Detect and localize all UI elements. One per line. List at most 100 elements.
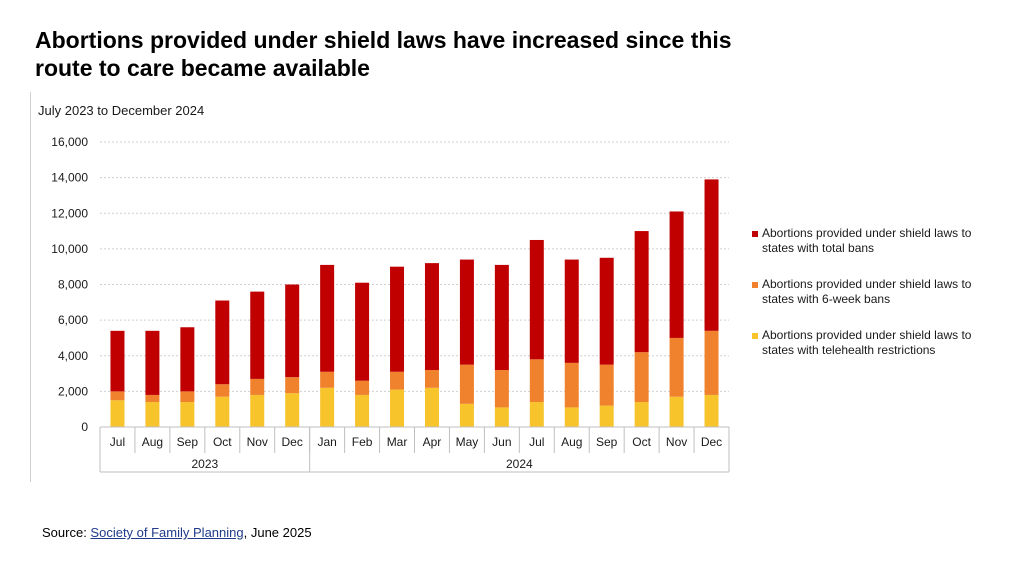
y-tick-label: 12,000 <box>51 206 88 220</box>
x-tick-label: Aug <box>561 435 582 449</box>
legend-swatch-total-bans <box>752 231 758 237</box>
bar-segment-total_bans <box>250 291 265 379</box>
bar-segment-telehealth <box>669 396 684 427</box>
bar-segment-six_week <box>704 330 719 395</box>
bar-segment-telehealth <box>285 393 300 427</box>
legend-label: Abortions provided under shield laws to … <box>762 328 972 357</box>
bar-segment-total_bans <box>424 263 439 370</box>
bar-segment-telehealth <box>564 407 579 427</box>
bar-segment-total_bans <box>215 300 230 385</box>
legend-label: Abortions provided under shield laws to … <box>762 226 972 255</box>
chart-subtitle: July 2023 to December 2024 <box>38 103 205 118</box>
source-note: Source: Society of Family Planning, June… <box>42 525 312 540</box>
x-tick-label: Apr <box>423 435 442 449</box>
chart-panel <box>30 92 751 482</box>
bar-segment-total_bans <box>634 231 649 353</box>
bar-segment-six_week <box>634 352 649 403</box>
year-label: 2023 <box>191 457 218 471</box>
x-tick-label: Oct <box>632 435 651 449</box>
y-tick-label: 2,000 <box>58 384 88 398</box>
x-tick-label: Jan <box>317 435 336 449</box>
bar-segment-telehealth <box>634 402 649 427</box>
legend-item-six-week: Abortions provided under shield laws to … <box>752 277 1002 307</box>
y-tick-label: 6,000 <box>58 313 88 327</box>
bar-segment-six_week <box>494 370 509 408</box>
x-tick-label: Jun <box>492 435 511 449</box>
bar-segment-total_bans <box>320 264 335 372</box>
x-tick-label: Sep <box>596 435 618 449</box>
bar-segment-total_bans <box>529 239 544 360</box>
x-tick-label: Sep <box>177 435 199 449</box>
bar-segment-telehealth <box>355 394 370 427</box>
bar-segment-six_week <box>599 364 614 406</box>
bar-segment-telehealth <box>494 407 509 427</box>
bar-segment-telehealth <box>704 394 719 427</box>
bar-segment-telehealth <box>145 402 160 427</box>
x-tick-label: Dec <box>282 435 303 449</box>
x-tick-label: Mar <box>387 435 408 449</box>
x-tick-label: Feb <box>352 435 373 449</box>
bar-segment-six_week <box>355 380 370 395</box>
bar-segment-six_week <box>110 391 125 401</box>
bar-segment-telehealth <box>459 403 474 427</box>
x-tick-label: Dec <box>701 435 722 449</box>
source-link[interactable]: Society of Family Planning <box>90 525 244 540</box>
x-tick-label: Oct <box>213 435 232 449</box>
y-tick-label: 14,000 <box>51 171 88 185</box>
bar-segment-six_week <box>459 364 474 404</box>
bar-segment-telehealth <box>215 396 230 427</box>
bar-segment-six_week <box>285 377 300 394</box>
x-tick-label: May <box>456 435 479 449</box>
legend-item-total-bans: Abortions provided under shield laws to … <box>752 226 1002 256</box>
y-tick-label: 8,000 <box>58 278 88 292</box>
bar-segment-telehealth <box>250 394 265 427</box>
bar-segment-six_week <box>215 384 230 397</box>
x-tick-label: Nov <box>247 435 268 449</box>
bar-segment-six_week <box>424 370 439 388</box>
y-tick-label: 16,000 <box>51 135 88 149</box>
bar-segment-telehealth <box>529 402 544 427</box>
y-tick-label: 4,000 <box>58 349 88 363</box>
bar-segment-six_week <box>145 394 160 403</box>
bar-segment-six_week <box>320 371 335 388</box>
bar-segment-total_bans <box>459 259 474 365</box>
bar-segment-total_bans <box>355 282 370 381</box>
bar-segment-telehealth <box>180 402 195 427</box>
bar-segment-total_bans <box>704 179 719 331</box>
bar-segment-total_bans <box>669 211 684 338</box>
bar-segment-six_week <box>250 378 265 395</box>
source-suffix: , June 2025 <box>243 525 312 540</box>
bar-segment-telehealth <box>390 389 405 427</box>
legend-swatch-six-week <box>752 282 758 288</box>
chart-legend: Abortions provided under shield laws to … <box>752 226 1002 379</box>
bar-segment-six_week <box>564 362 579 408</box>
year-label: 2024 <box>506 457 533 471</box>
bar-segment-six_week <box>180 391 195 403</box>
bar-segment-six_week <box>390 371 405 390</box>
x-tick-label: Jul <box>110 435 125 449</box>
bar-segment-total_bans <box>285 284 300 378</box>
x-tick-label: Aug <box>142 435 163 449</box>
bar-segment-telehealth <box>110 400 125 427</box>
legend-swatch-telehealth <box>752 333 758 339</box>
legend-item-telehealth: Abortions provided under shield laws to … <box>752 328 1002 358</box>
x-tick-label: Nov <box>666 435 687 449</box>
bar-segment-total_bans <box>494 264 509 370</box>
bar-segment-six_week <box>669 337 684 397</box>
source-prefix: Source: <box>42 525 91 540</box>
bar-segment-telehealth <box>320 387 335 427</box>
y-tick-label: 10,000 <box>51 242 88 256</box>
bar-segment-six_week <box>529 359 544 403</box>
bar-segment-telehealth <box>599 405 614 427</box>
bar-segment-total_bans <box>599 257 614 365</box>
bar-segment-total_bans <box>180 327 195 392</box>
bar-segment-total_bans <box>390 266 405 372</box>
bar-segment-telehealth <box>424 387 439 427</box>
bar-segment-total_bans <box>564 259 579 363</box>
y-tick-label: 0 <box>81 420 88 434</box>
bar-segment-total_bans <box>145 330 160 395</box>
legend-label: Abortions provided under shield laws to … <box>762 277 972 306</box>
x-tick-label: Jul <box>529 435 544 449</box>
page-title: Abortions provided under shield laws hav… <box>35 27 732 81</box>
